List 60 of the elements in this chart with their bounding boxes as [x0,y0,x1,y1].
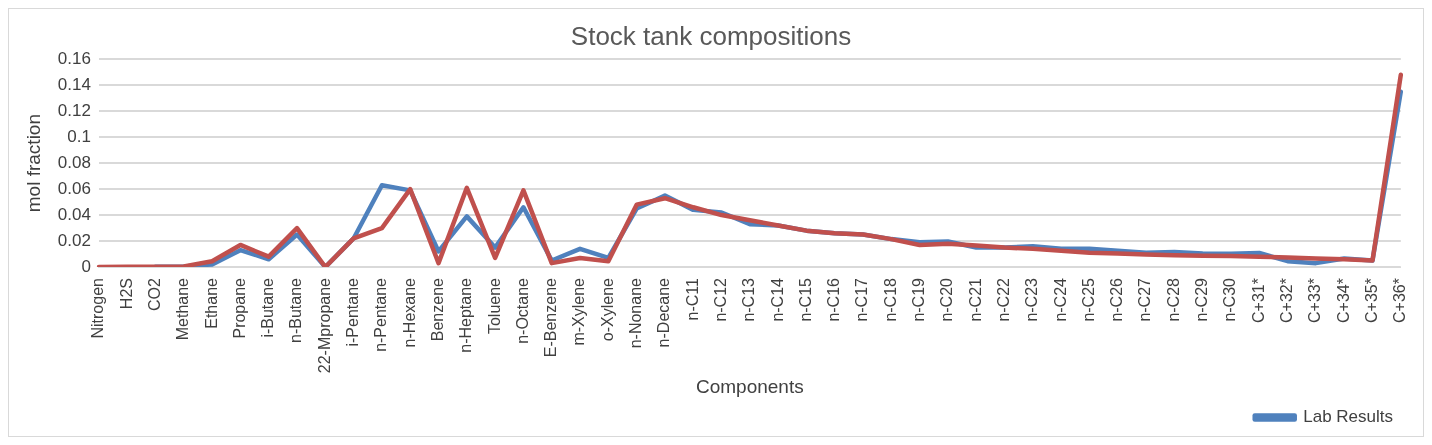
x-tick-label: n-Decane [655,277,673,348]
x-tick-label: n-C13 [740,277,758,322]
x-tick-label: n-C23 [1023,277,1041,322]
x-tick-label: n-C29 [1193,277,1211,322]
x-tick-label: n-C27 [1136,277,1154,322]
x-tick-label: n-C15 [796,277,814,322]
x-tick-label: n-C25 [1079,277,1097,322]
x-tick-label: n-C14 [768,277,786,322]
x-tick-label: n-C11 [683,277,701,321]
x-tick-label: n-C17 [853,277,871,322]
x-tick-label: C+35* [1362,278,1380,323]
x-tick-label: n-C19 [910,277,928,322]
x-tick-label: i-Pentane [344,277,362,347]
x-axis-title: Components [695,375,804,397]
x-tick-label: o-Xylene [598,277,616,342]
y-axis-title: mol fraction [22,114,44,213]
x-tick-label: n-C24 [1051,277,1069,322]
x-tick-label: Benzene [428,277,446,342]
y-tick-label: 0.16 [57,48,91,68]
x-tick-label: C+36* [1391,278,1409,323]
x-tick-label: n-C22 [994,277,1012,322]
x-tick-label: n-Octane [513,277,531,344]
y-tick-label: 0.1 [67,126,91,146]
x-tick-label: Nitrogen [89,278,107,339]
x-tick-label: n-Butane [287,277,305,343]
x-tick-label: Toluene [485,277,503,335]
x-tick-label: Propane [230,277,248,339]
x-tick-label: C+31* [1249,278,1267,323]
y-tick-label: 0 [81,256,91,276]
x-tick-label: C+33* [1306,278,1324,323]
x-tick-label: n-C26 [1108,277,1126,322]
x-tick-label: n-C30 [1221,277,1239,322]
chart-title: Stock tank compositions [570,20,852,51]
x-tick-label: n-Heptane [457,277,475,353]
x-tick-label: 22-Mpropane [315,277,333,374]
x-tick-label: C+32* [1278,278,1295,323]
y-tick-label: 0.08 [57,152,91,172]
x-tick-label: C+34* [1334,278,1352,323]
x-tick-label: Ethane [202,277,220,329]
x-tick-label: H2S [117,278,135,310]
y-tick-label: 0.06 [57,178,91,198]
x-tick-label: n-Hexane [400,277,418,348]
x-tick-label: CO2 [145,277,163,311]
x-tick-label: n-C28 [1164,277,1182,322]
x-tick-label: n-C21 [966,277,984,322]
x-tick-label: n-C18 [881,277,899,322]
x-tick-label: n-C12 [711,277,729,322]
x-tick-label: Methane [174,277,192,341]
y-tick-label: 0.12 [57,100,91,120]
x-tick-label: n-C20 [938,277,956,322]
x-tick-label: n-Pentane [372,277,390,352]
y-tick-label: 0.04 [57,204,91,224]
x-tick-label: m-Xylene [570,277,588,346]
y-tick-label: 0.02 [57,230,91,250]
y-tick-label: 0.14 [57,74,91,94]
legend-label: Lab Results [1303,407,1394,427]
x-tick-label: E-Benzene [542,277,560,358]
x-tick-label: n-Nonane [627,277,645,349]
x-tick-label: i-Butane [259,277,277,338]
x-tick-label: n-C16 [825,277,843,322]
